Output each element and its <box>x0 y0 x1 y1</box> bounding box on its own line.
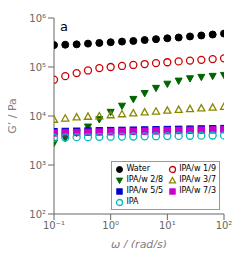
svg-text:10¹: 10¹ <box>159 220 176 231</box>
svg-text:10²: 10² <box>216 220 233 231</box>
html-text:IPA/w 7/3: IPA/w 7/3 <box>179 186 216 195</box>
svg-text:10³: 10³ <box>29 160 46 171</box>
svg-text:G’ / Pa: G’ / Pa <box>8 98 19 134</box>
svg-text:10⁵: 10⁵ <box>29 62 46 73</box>
svg-text:10⁶: 10⁶ <box>29 13 46 24</box>
html-text:IPA/w 1/9: IPA/w 1/9 <box>179 164 216 173</box>
html-text:IPA: IPA <box>126 197 139 206</box>
html-text:Water: Water <box>126 164 150 173</box>
html-text:IPA/w 5/5: IPA/w 5/5 <box>126 186 164 195</box>
html-text:a: a <box>60 19 68 34</box>
svg-text:10⁰: 10⁰ <box>102 220 119 231</box>
svg-text:10⁻¹: 10⁻¹ <box>43 220 65 231</box>
html-text:IPA/w 3/7: IPA/w 3/7 <box>179 175 216 184</box>
svg-text:10²: 10² <box>29 209 46 220</box>
html-text:IPA/w 2/8: IPA/w 2/8 <box>126 175 164 184</box>
svg-text:ω / (rad/s): ω / (rad/s) <box>111 238 167 248</box>
svg-text:10⁴: 10⁴ <box>29 111 46 122</box>
